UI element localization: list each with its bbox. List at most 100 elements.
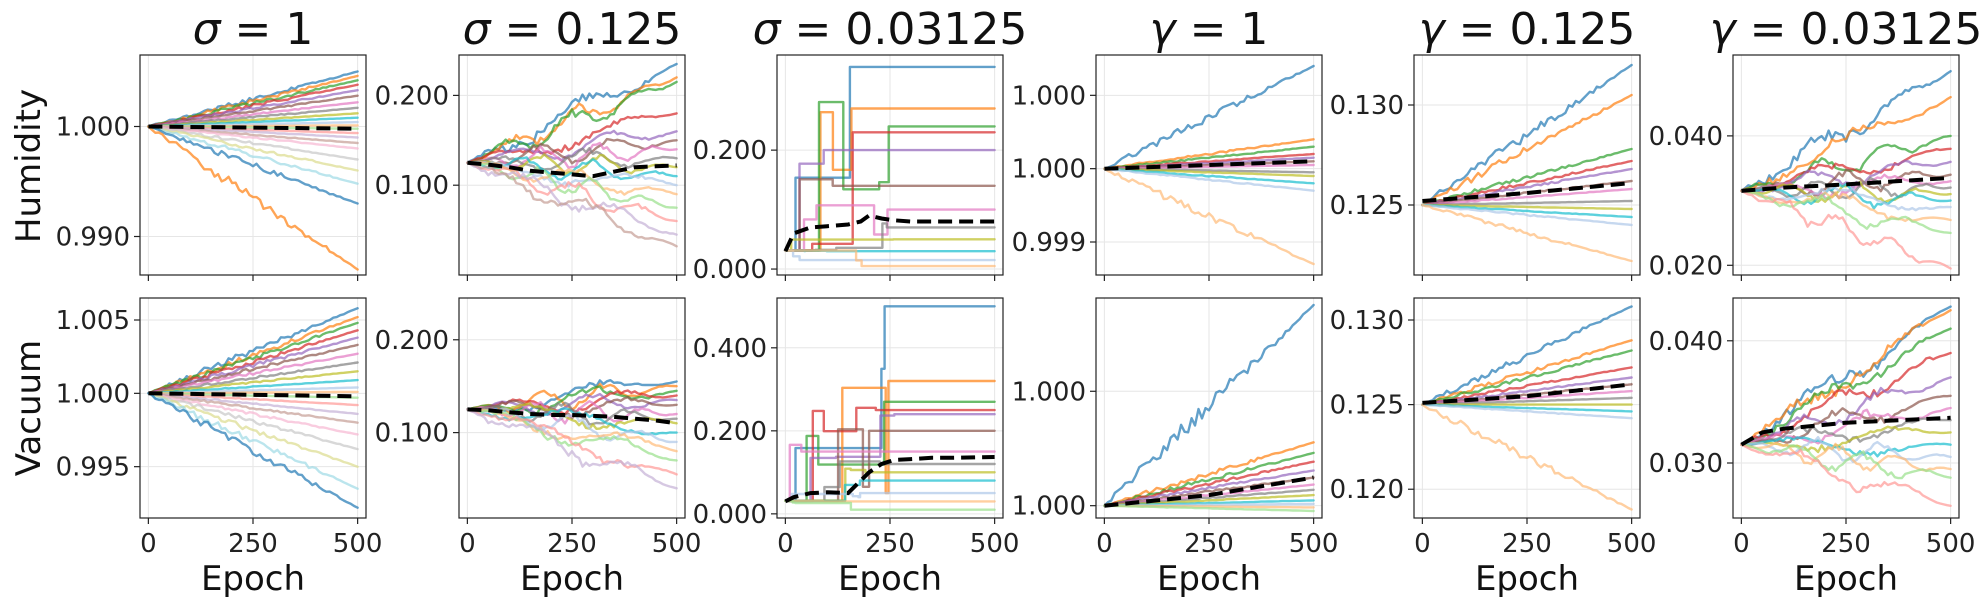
series-line	[466, 408, 678, 476]
series-line	[784, 428, 996, 503]
series-line	[1103, 469, 1315, 507]
series-group	[1103, 64, 1315, 266]
y-tick-label: 0.999	[1012, 228, 1086, 258]
y-tick-label: 0.130	[1330, 306, 1404, 336]
x-tick-label: 500	[1289, 529, 1339, 559]
series-line	[466, 161, 678, 248]
series-line	[1740, 443, 1952, 507]
series-line	[784, 379, 996, 503]
series-line	[147, 74, 359, 128]
series-line	[1740, 176, 1952, 200]
x-tick-label: 0	[1733, 529, 1750, 559]
panel-humidity-1: 0.100 0.200 σ = 0.125	[375, 4, 686, 281]
series-line	[466, 147, 678, 172]
series-line	[466, 141, 678, 169]
y-tick-label: 1.005	[56, 306, 130, 336]
mean-line	[1104, 475, 1314, 508]
panel-humidity-2: 0.000 0.200 σ = 0.03125	[693, 4, 1028, 285]
y-tick-label: 0.200	[375, 81, 449, 111]
y-tick-label: 0.100	[375, 419, 449, 449]
series-line	[1103, 167, 1315, 266]
x-tick-label: 500	[1607, 529, 1657, 559]
x-tick-label: 250	[1821, 529, 1871, 559]
series-line	[1421, 159, 1633, 207]
series-line	[784, 413, 996, 503]
panel-title: σ = 1	[193, 4, 314, 55]
series-line	[147, 392, 359, 490]
series-line	[466, 407, 678, 444]
y-tick-label: 1.000	[1012, 81, 1086, 111]
x-axis-label: Epoch	[838, 559, 942, 599]
series-group	[466, 379, 678, 490]
series-line	[1103, 64, 1315, 170]
series-line	[1740, 189, 1952, 270]
y-tick-label: 1.000	[1012, 377, 1086, 407]
y-tick-label: 0.200	[375, 326, 449, 356]
panel-vacuum-5: 0.030 0.040 0 250 500 Epoch	[1649, 297, 1975, 599]
series-line	[466, 396, 678, 420]
mean-line	[783, 213, 995, 253]
y-tick-label: 0.030	[1649, 449, 1723, 479]
x-tick-label: 500	[333, 529, 383, 559]
series-line	[1421, 403, 1633, 511]
series-line	[1421, 349, 1633, 406]
series-group	[784, 305, 996, 511]
y-tick-label: 0.020	[1649, 251, 1723, 281]
series-line	[1740, 309, 1952, 446]
series-line	[784, 305, 996, 503]
series-line	[1421, 199, 1633, 207]
x-tick-label: 0	[1414, 529, 1431, 559]
row-label-vacuum: Vacuum	[9, 340, 49, 476]
series-line	[1740, 95, 1952, 193]
series-line	[147, 125, 359, 185]
series-line	[1103, 167, 1315, 178]
series-line	[1740, 443, 1952, 480]
series-line	[1103, 460, 1315, 507]
x-tick-label: 500	[970, 529, 1020, 559]
panel-vacuum-4: 0.120 0.125 0.130 0 250 500 Epoch	[1330, 297, 1657, 599]
panel-humidity-0: 0.990 1.000 σ = 1	[56, 4, 367, 281]
x-axis-label: Epoch	[1794, 559, 1898, 599]
x-axis-label: Epoch	[520, 559, 624, 599]
series-line	[1421, 403, 1633, 420]
panel-title: γ = 0.125	[1419, 4, 1636, 55]
series-line	[147, 392, 359, 424]
series-line	[466, 80, 678, 164]
series-line	[147, 343, 359, 395]
x-tick-label: 250	[547, 529, 597, 559]
x-axis-label: Epoch	[1157, 559, 1261, 599]
series-line	[784, 204, 996, 252]
row-label-humidity: Humidity	[9, 89, 49, 243]
series-line	[1740, 436, 1952, 458]
series-line	[147, 392, 359, 451]
series-line	[466, 112, 678, 164]
panel-vacuum-2: 0.000 0.200 0.400 0 250 500 Epoch	[693, 297, 1020, 599]
series-line	[147, 321, 359, 395]
y-tick-label: 1.000	[56, 379, 130, 409]
x-tick-label: 0	[459, 529, 476, 559]
x-axis-label: Epoch	[201, 559, 305, 599]
series-line	[784, 406, 996, 503]
series-line	[784, 499, 996, 503]
series-line	[784, 499, 996, 511]
x-tick-label: 0	[777, 529, 794, 559]
series-line	[784, 100, 996, 252]
series-line	[1103, 451, 1315, 507]
series-line	[147, 101, 359, 128]
series-line	[147, 125, 359, 172]
mean-line	[1740, 415, 1951, 447]
y-tick-label: 0.125	[1330, 191, 1404, 221]
series-line	[1740, 70, 1952, 193]
mean-line	[467, 407, 677, 426]
series-line	[147, 125, 359, 205]
y-tick-label: 0.200	[693, 136, 767, 166]
x-tick-label: 250	[1502, 529, 1552, 559]
series-group	[783, 65, 996, 268]
y-tick-label: 1.000	[1012, 492, 1086, 522]
mean-line	[148, 124, 358, 131]
y-tick-label: 0.100	[375, 171, 449, 201]
series-line	[147, 370, 359, 395]
series-line	[1421, 203, 1633, 219]
series-line	[1103, 167, 1315, 185]
